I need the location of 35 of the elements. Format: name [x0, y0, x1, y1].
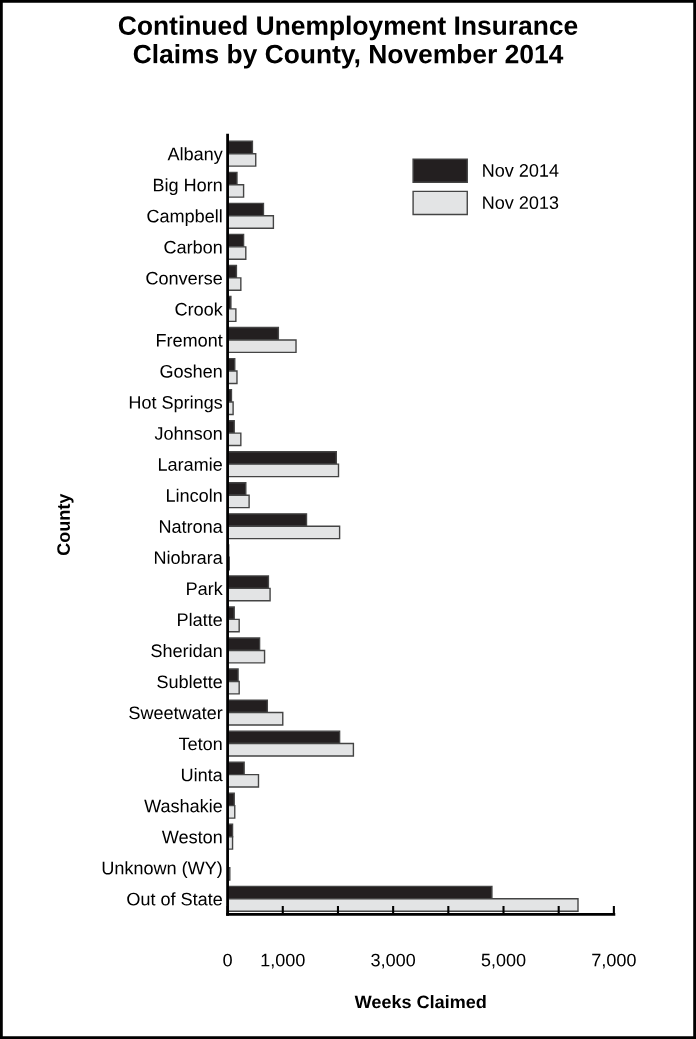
y-tick-label: Weston — [161, 830, 222, 844]
y-tick-label: Hot Springs — [129, 395, 223, 413]
y-tick-label: Unknown (WY) — [102, 861, 222, 879]
chart-title: Continued Unemployment Insurance Claims by County, November 2014 — [118, 15, 578, 69]
legend-label: Nov 2014 — [483, 164, 559, 177]
y-tick-label: Campbell — [147, 209, 222, 227]
y-tick-label: Converse — [146, 271, 222, 285]
y-axis-title: County — [57, 493, 74, 556]
y-tick-label: Niobrara — [154, 550, 223, 565]
y-tick-label: Crook — [175, 302, 223, 316]
y-tick-label: Sublette — [157, 674, 222, 689]
y-tick-label: Albany — [167, 147, 223, 164]
x-tick-label: 1,000 — [261, 953, 305, 969]
y-tick-label: Teton — [178, 737, 222, 751]
y-tick-label: Washakie — [144, 799, 222, 813]
y-tick-label: Out of State — [127, 892, 222, 906]
y-tick-label: Fremont — [156, 334, 223, 347]
x-tick-label: 3,000 — [371, 953, 416, 969]
y-tick-label: Lincoln — [167, 488, 222, 502]
x-tick-label: 5,000 — [481, 953, 526, 969]
y-tick-label: Uinta — [181, 768, 223, 782]
y-tick-label: Goshen — [160, 364, 222, 378]
x-tick-label: 0 — [223, 953, 232, 967]
y-tick-label: Johnson — [154, 426, 222, 440]
y-tick-label: Carbon — [164, 240, 222, 254]
y-tick-label: Sweetwater — [129, 706, 223, 720]
x-axis-title: Weeks Claimed — [354, 995, 486, 1009]
y-tick-label: Sheridan — [151, 643, 222, 658]
y-tick-label: Natrona — [159, 520, 223, 533]
legend-label: Nov 2013 — [483, 196, 559, 210]
y-tick-label: Platte — [178, 612, 222, 627]
y-tick-label: Big Horn — [153, 178, 222, 196]
x-tick-label: 7,000 — [592, 953, 636, 969]
y-tick-label: Park — [187, 581, 223, 596]
y-tick-label: Laramie — [158, 457, 222, 471]
